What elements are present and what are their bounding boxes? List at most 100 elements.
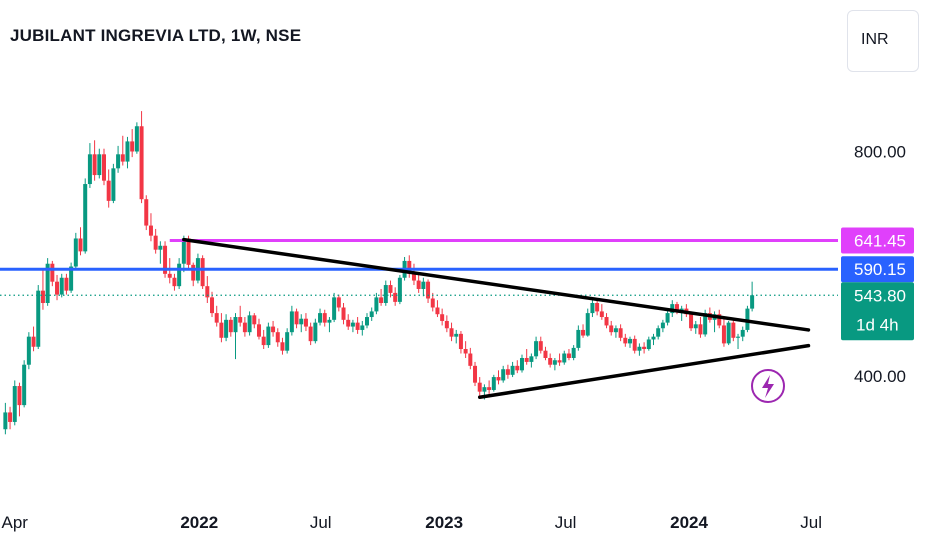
candle: [242, 317, 247, 337]
y-tick-label: 400.00: [854, 367, 906, 386]
candle-body: [242, 322, 247, 333]
candle-body: [191, 264, 196, 281]
candle-body: [693, 324, 698, 329]
candle: [205, 276, 210, 303]
candle-body: [8, 412, 13, 422]
candle: [313, 318, 318, 344]
candle: [73, 232, 78, 270]
price-label-countdown: 1d 4h: [856, 315, 899, 334]
candle-body: [87, 154, 92, 185]
candle: [477, 377, 482, 396]
candle-body: [45, 263, 50, 303]
candle-body: [726, 322, 731, 344]
candle-body: [294, 311, 299, 325]
candle: [111, 163, 116, 204]
candle-body: [341, 307, 346, 320]
candle: [36, 285, 41, 350]
candle-body: [125, 141, 130, 162]
candle: [496, 370, 501, 385]
candle-body: [111, 168, 116, 201]
candle-body: [130, 141, 135, 152]
candle-body: [637, 346, 642, 351]
candle-body: [181, 238, 186, 264]
candle: [355, 317, 360, 334]
candle-body: [665, 313, 670, 323]
candle-body: [581, 329, 586, 336]
candle-body: [172, 277, 177, 287]
candle-body: [519, 357, 524, 371]
lightning-icon[interactable]: [751, 369, 785, 403]
candle: [210, 291, 215, 318]
x-tick-label: Jul: [800, 513, 822, 532]
candle-body: [397, 277, 402, 302]
trendline[interactable]: [477, 343, 811, 400]
candle-body: [332, 297, 337, 320]
candle-body: [463, 349, 468, 354]
candle-body: [449, 328, 454, 337]
candle-body: [275, 332, 280, 343]
candle-body: [468, 353, 473, 366]
candle-body: [200, 258, 205, 287]
candle: [566, 349, 571, 361]
candle: [59, 273, 64, 298]
candle-body: [26, 336, 31, 365]
candle-body: [327, 319, 332, 323]
candle-body: [59, 277, 64, 295]
candle-body: [106, 180, 111, 201]
x-tick-label: 2022: [180, 513, 218, 532]
candle-body: [656, 328, 661, 337]
candle-body: [736, 336, 741, 338]
candle: [374, 292, 379, 315]
candle-body: [365, 317, 370, 326]
candle: [383, 280, 388, 306]
candle: [491, 374, 496, 392]
trendline[interactable]: [182, 237, 811, 332]
candle: [585, 308, 590, 337]
candle: [529, 353, 534, 368]
candle: [750, 281, 755, 312]
candle: [200, 255, 205, 289]
candle-body: [458, 333, 463, 350]
candle-body: [411, 273, 416, 281]
candle: [609, 320, 614, 336]
candle-body: [17, 386, 22, 406]
candle: [280, 337, 285, 355]
candle: [369, 307, 374, 321]
candle-body: [153, 235, 158, 250]
candle-body: [595, 303, 600, 312]
candle: [125, 136, 130, 169]
candle: [336, 294, 341, 312]
candle-body: [750, 295, 755, 309]
candle: [379, 288, 384, 306]
candle: [721, 318, 726, 347]
candle: [120, 135, 125, 166]
candle-body: [548, 357, 553, 365]
candle: [590, 298, 595, 318]
candle-body: [139, 126, 144, 200]
candle: [327, 317, 332, 333]
candle-body: [632, 338, 637, 351]
candle-body: [473, 365, 478, 383]
price-label-value: 543.80: [854, 286, 906, 305]
candle: [501, 365, 506, 383]
candle: [224, 314, 229, 342]
candle-body: [487, 387, 492, 390]
candle-body: [64, 277, 69, 291]
candle-body: [144, 199, 149, 226]
candle: [458, 331, 463, 354]
candle: [172, 273, 177, 291]
candle-body: [55, 281, 60, 295]
candle-body: [116, 154, 121, 169]
candle: [519, 354, 524, 373]
candle-body: [303, 318, 308, 327]
candle: [22, 360, 27, 408]
candle-body: [505, 369, 510, 375]
currency-button[interactable]: INR: [847, 10, 919, 72]
candle-body: [430, 298, 435, 308]
candle-body: [289, 311, 294, 333]
candle: [505, 364, 510, 379]
candle-body: [252, 315, 257, 325]
candle: [440, 308, 445, 326]
candle: [130, 129, 135, 158]
